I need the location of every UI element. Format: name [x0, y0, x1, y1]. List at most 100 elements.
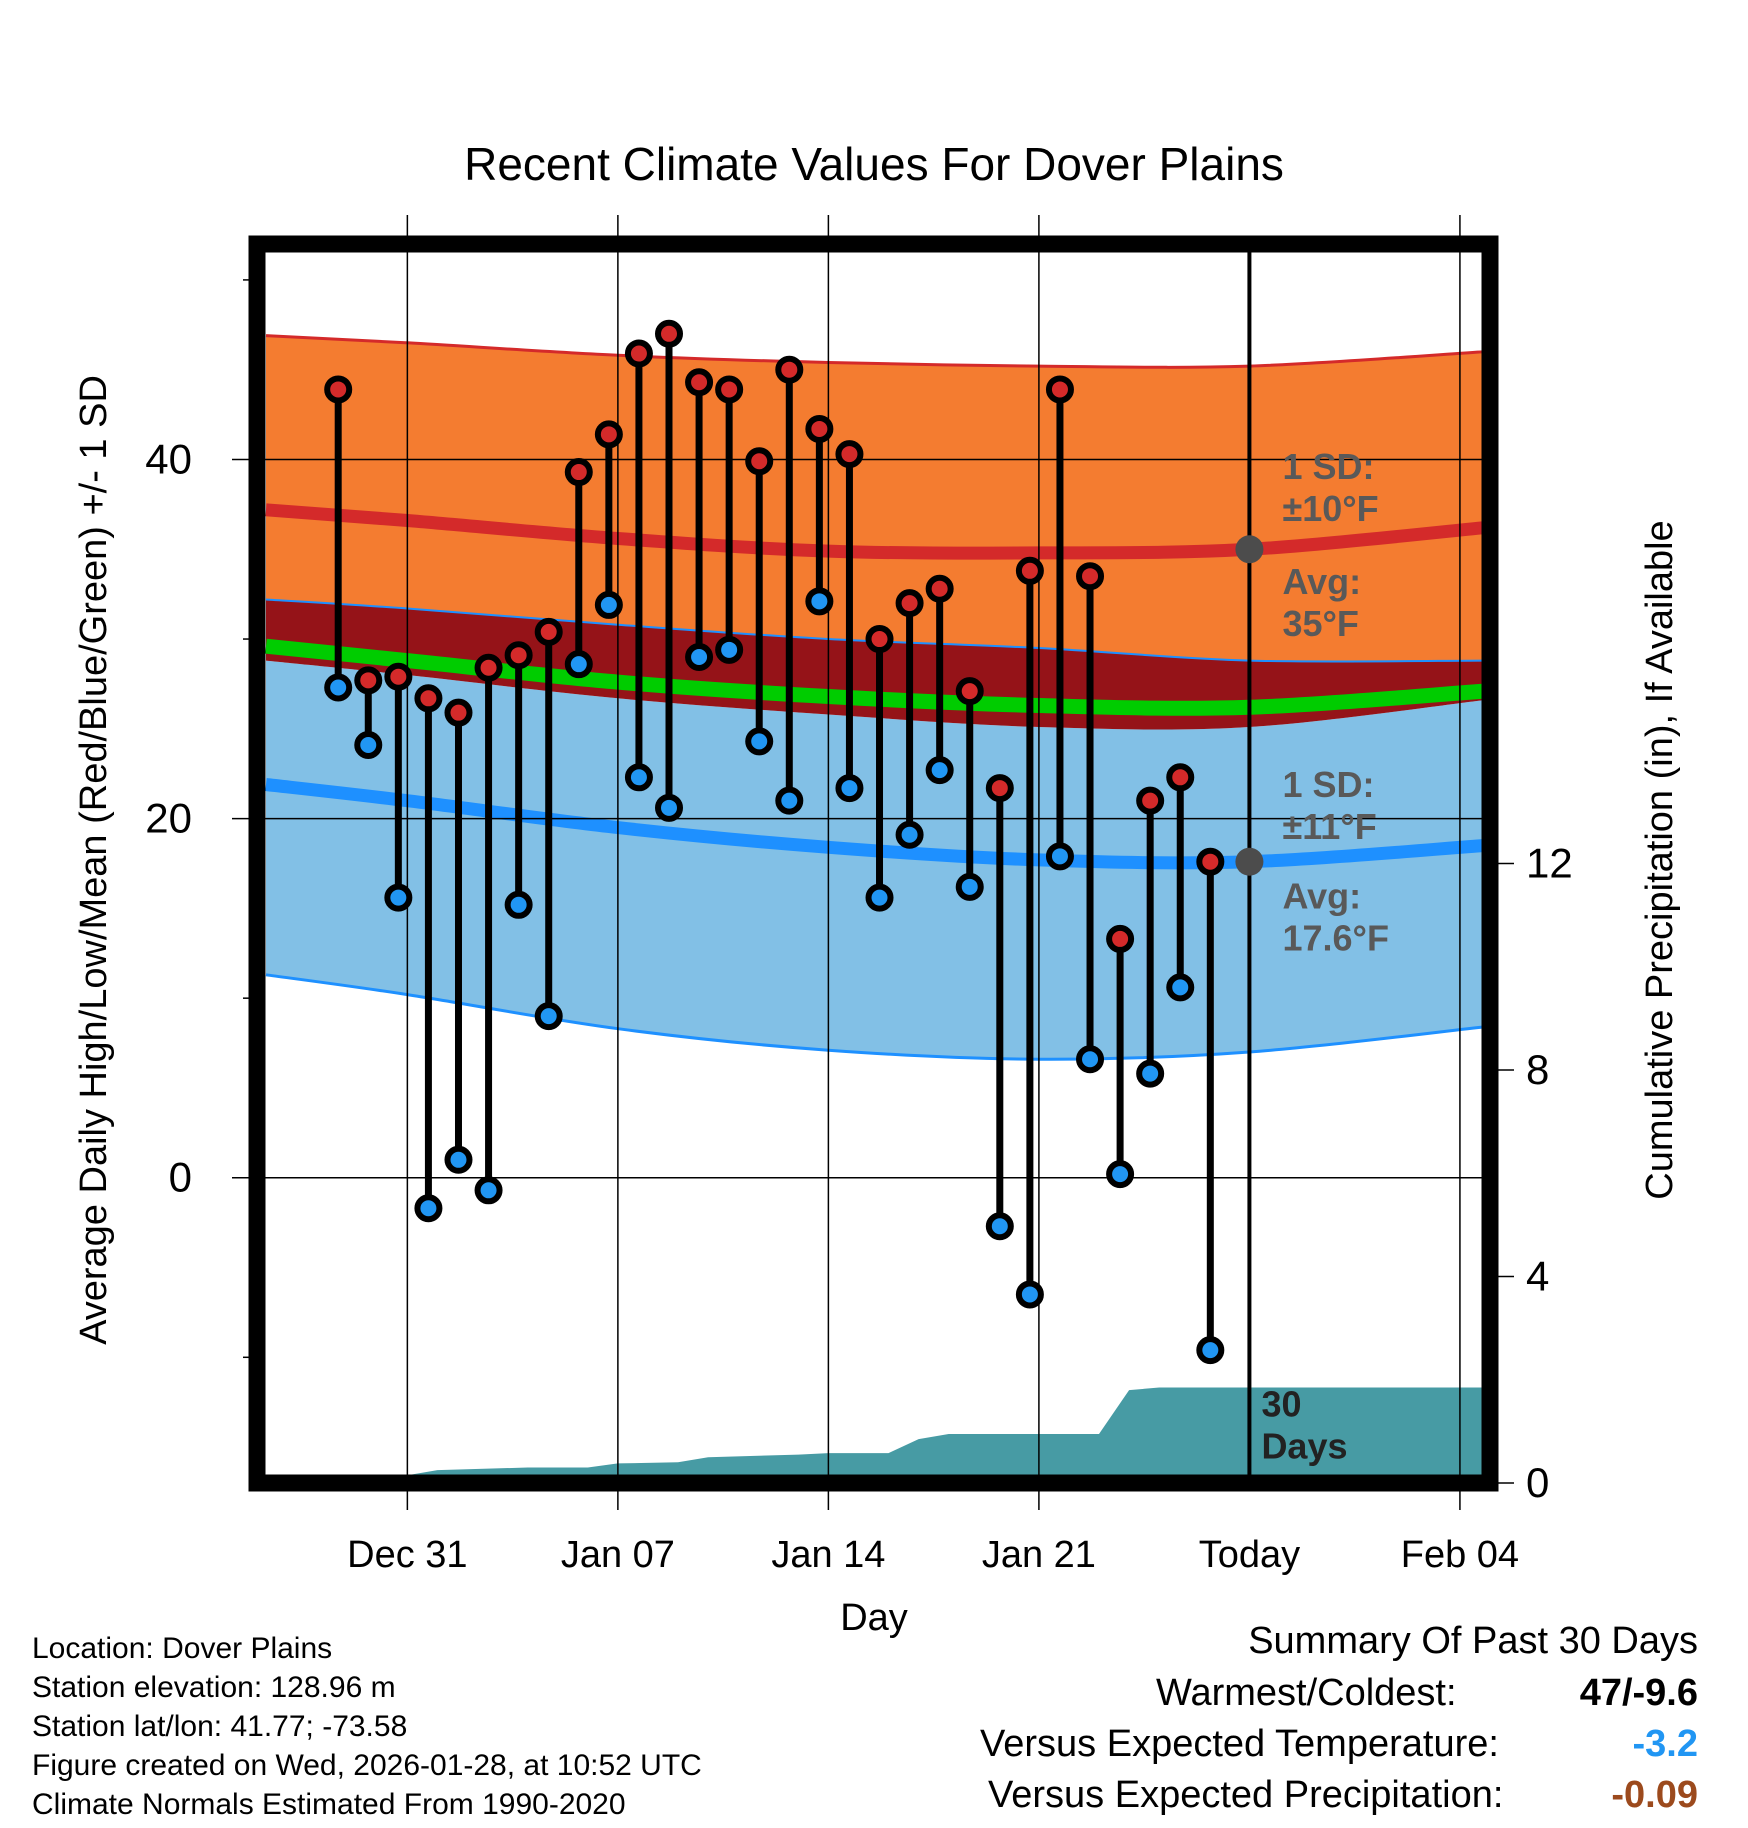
daily-high-point: [564, 458, 593, 487]
annotation-line: 30: [1261, 1384, 1301, 1425]
x-tick-label: Feb 04: [1401, 1534, 1519, 1576]
daily-high-point: [685, 368, 714, 397]
daily-high-point: [1045, 375, 1074, 404]
daily-high-point: [895, 589, 924, 618]
annotation-line: 1 SD:: [1282, 446, 1374, 487]
annotation-line: ±11°F: [1282, 806, 1376, 847]
normal-annotation: 1 SD: ±11°F: [1282, 764, 1376, 847]
daily-high-point: [925, 574, 954, 603]
x-tick-label: Today: [1199, 1534, 1300, 1576]
daily-low-point: [955, 872, 984, 901]
daily-high-point: [444, 698, 473, 727]
daily-low-point: [594, 590, 623, 619]
daily-high-point: [655, 319, 684, 348]
daily-low-point: [895, 820, 924, 849]
y-tick-label: 40: [145, 435, 192, 482]
normal-annotation: Avg: 17.6°F: [1282, 875, 1388, 958]
created-line: Figure created on Wed, 2026-01-28, at 10…: [32, 1749, 702, 1782]
elevation-line: Station elevation: 128.96 m: [32, 1671, 396, 1704]
daily-low-point: [745, 727, 774, 756]
daily-high-point: [1106, 924, 1135, 953]
daily-high-point: [985, 774, 1014, 803]
axes-layer: Dec 31 Jan 07 Jan 14 Jan 21 Today Feb 0402040…: [145, 235, 1573, 1576]
daily-low-point: [624, 763, 653, 792]
daily-high-point: [474, 653, 503, 682]
daily-low-point: [354, 730, 383, 759]
daily-high-point: [745, 447, 774, 476]
daily-high-point: [1076, 562, 1105, 591]
x-axis-label: Day: [840, 1597, 908, 1639]
daily-high-point: [594, 420, 623, 449]
location-info: Location: Dover Plains Station elevation…: [32, 1629, 702, 1824]
y-tick-label: 20: [145, 795, 192, 842]
daily-low-point: [805, 587, 834, 616]
daily-low-point: [414, 1194, 443, 1223]
daily-low-point: [685, 643, 714, 671]
daily-low-point: [655, 793, 684, 822]
daily-high-point: [1136, 786, 1165, 815]
x-tick-label: Jan 14: [771, 1534, 885, 1576]
annotation-line: Avg:: [1282, 561, 1361, 602]
daily-low-point: [775, 786, 804, 815]
high-sd-band: [266, 335, 1484, 662]
daily-values-layer: [324, 319, 1225, 1365]
daily-low-point: [324, 673, 353, 702]
daily-high-point: [624, 339, 653, 368]
daily-low-point: [384, 883, 413, 912]
daily-low-point: [835, 774, 864, 803]
high-avg-marker: [1235, 535, 1264, 564]
daily-high-point: [414, 684, 443, 713]
annotation-line: Days: [1261, 1426, 1347, 1467]
normal-annotation: Avg: 35°F: [1282, 561, 1361, 644]
y-axis-label: Average Daily High/Low/Mean (Red/Blue/Gr…: [73, 375, 115, 1345]
y2-tick-label: 0: [1526, 1459, 1549, 1506]
daily-low-point: [504, 890, 533, 919]
location-line: Location: Dover Plains: [32, 1632, 333, 1665]
latlon-line: Station lat/lon: 41.77; -73.58: [32, 1710, 408, 1743]
precipitation-layer: [266, 1387, 1484, 1483]
daily-high-point: [324, 375, 353, 404]
daily-high-point: [715, 375, 744, 404]
daily-high-point: [1196, 847, 1225, 876]
annotation-line: ±10°F: [1282, 488, 1378, 529]
chart-title: Recent Climate Values For Dover Plains: [464, 138, 1284, 190]
daily-low-point: [474, 1176, 503, 1205]
high-lower-edge-line: [265, 598, 1485, 663]
period-annotation: 30 Days: [1261, 1384, 1347, 1467]
x-tick-label: Dec 31: [347, 1534, 467, 1576]
daily-low-point: [985, 1212, 1014, 1241]
precipitation-area: [266, 1387, 1484, 1483]
daily-low-point: [1076, 1045, 1105, 1074]
mean-normal-line: [265, 638, 1485, 716]
daily-high-point: [1015, 556, 1044, 585]
daily-low-point: [715, 635, 744, 664]
y2-tick-label: 8: [1526, 1046, 1549, 1093]
annotation-line: Avg:: [1282, 875, 1361, 916]
daily-low-point: [534, 1002, 563, 1031]
daily-high-point: [504, 641, 533, 670]
high-lower-band: [266, 599, 1484, 730]
daily-high-point: [865, 625, 894, 654]
daily-low-point: [1015, 1280, 1044, 1309]
daily-low-point: [564, 650, 593, 679]
normal-annotation: 1 SD: ±10°F: [1282, 446, 1378, 529]
y2-tick-label: 12: [1526, 840, 1573, 887]
daily-high-point: [534, 617, 563, 646]
high-upper-edge-line: [265, 334, 1485, 369]
plot-frame: [248, 235, 1499, 1492]
y2-axis-label: Cumulative Precipitation (in), If Availa…: [1639, 520, 1681, 1199]
daily-high-point: [775, 355, 804, 384]
normals-line: Climate Normals Estimated From 1990-2020: [32, 1788, 626, 1821]
low-avg-marker: [1235, 847, 1264, 876]
daily-low-point: [865, 883, 894, 912]
daily-high-point: [805, 414, 834, 443]
annotation-line: 1 SD:: [1282, 764, 1374, 805]
annotation-line: 35°F: [1282, 603, 1358, 644]
y2-tick-label: 4: [1526, 1253, 1549, 1300]
daily-low-point: [1166, 973, 1195, 1002]
daily-high-point: [955, 677, 984, 706]
x-tick-label: Jan 21: [982, 1534, 1096, 1576]
daily-high-point: [384, 662, 413, 691]
